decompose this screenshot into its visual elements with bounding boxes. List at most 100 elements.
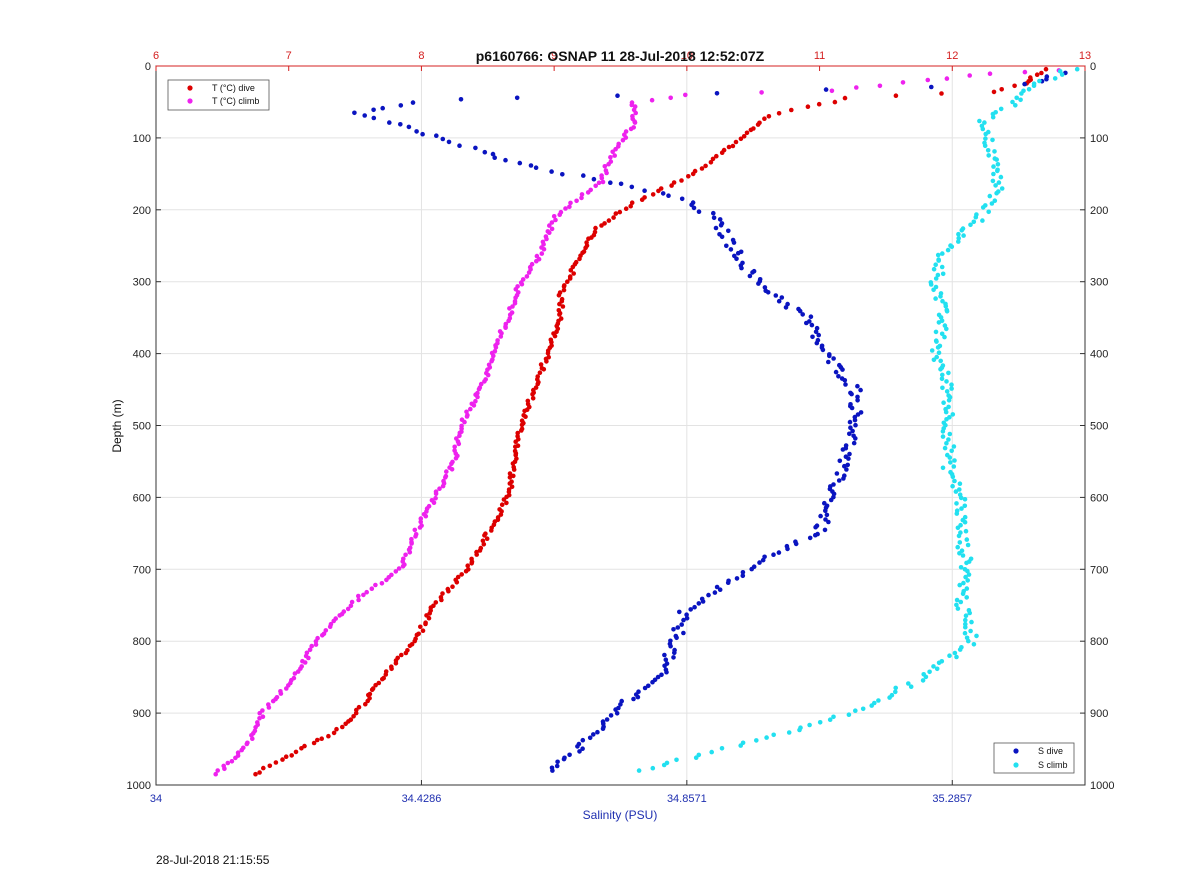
data-point-S_dive <box>807 535 813 541</box>
data-point-S_dive <box>852 417 858 423</box>
data-point-S_climb <box>952 478 957 484</box>
data-point-S_climb <box>980 218 985 223</box>
data-point-S_climb <box>958 599 964 605</box>
data-point-S_dive <box>813 329 819 335</box>
data-point-S_dive <box>434 133 439 138</box>
data-point-S_climb <box>906 681 911 686</box>
data-point-S_climb <box>944 417 949 422</box>
data-point-T_climb <box>369 586 375 591</box>
data-point-S_dive <box>779 295 785 300</box>
y-tick-label-right: 700 <box>1090 564 1108 576</box>
y-tick-label-left: 100 <box>133 133 151 145</box>
data-point-S_climb <box>719 746 725 751</box>
data-point-S_climb <box>661 762 667 768</box>
data-point-T_dive <box>629 200 635 205</box>
data-point-T_climb <box>229 759 235 764</box>
data-point-S_climb <box>992 149 997 154</box>
data-point-S_dive <box>793 541 799 547</box>
data-point-T_dive <box>671 180 677 185</box>
data-point-S_dive <box>847 419 853 425</box>
data-point-S_dive <box>533 165 539 170</box>
data-point-S_climb <box>933 276 939 281</box>
data-point-T_climb <box>278 691 284 696</box>
data-point-S_dive <box>420 131 425 137</box>
y-tick-label-right: 0 <box>1090 61 1096 73</box>
data-point-T_climb <box>457 433 462 439</box>
data-point-T_climb <box>266 705 272 710</box>
data-point-S_dive <box>776 298 782 304</box>
data-point-S_climb <box>990 137 995 143</box>
data-point-S_dive <box>844 467 849 472</box>
data-point-T_climb <box>222 766 227 772</box>
data-point-T_climb <box>345 606 351 612</box>
data-point-S_climb <box>983 136 988 141</box>
data-point-T_dive <box>557 301 562 307</box>
data-point-T_climb <box>489 358 494 364</box>
data-point-T_dive <box>816 101 822 107</box>
data-point-S_dive <box>660 191 666 196</box>
data-point-T_climb <box>449 461 454 467</box>
data-point-S_dive <box>662 652 667 658</box>
data-point-S_dive <box>631 696 636 702</box>
data-point-T_climb <box>418 519 424 525</box>
data-point-S_dive <box>735 250 741 256</box>
y-tick-label-right: 300 <box>1090 277 1108 289</box>
data-point-S_climb <box>942 445 948 451</box>
data-point-T_climb <box>437 486 442 492</box>
data-point-T_dive <box>511 467 517 472</box>
data-point-S_dive <box>771 552 776 557</box>
data-point-S_climb <box>963 613 969 618</box>
legend-label-s-climb: S climb <box>1038 760 1068 770</box>
data-point-S_climb <box>817 720 823 725</box>
series-S_climb <box>636 66 1080 773</box>
data-point-T_climb <box>683 92 688 98</box>
data-point-S_dive <box>816 332 821 338</box>
data-point-T_climb <box>557 212 562 217</box>
data-point-T_climb <box>493 345 499 350</box>
data-point-T_dive <box>623 206 629 211</box>
data-point-S_dive <box>823 508 828 514</box>
data-point-S_dive <box>822 527 828 533</box>
data-point-S_climb <box>949 448 954 454</box>
chart-title: p6160766: OSNAP 11 28-Jul-2018 12:52:07Z <box>476 48 765 64</box>
data-point-S_climb <box>955 606 961 611</box>
data-point-T_dive <box>556 293 562 298</box>
data-point-S_climb <box>964 595 969 600</box>
data-point-S_climb <box>1074 66 1080 72</box>
data-point-S_dive <box>851 440 857 446</box>
data-point-S_dive <box>675 625 681 630</box>
data-point-S_dive <box>398 103 404 108</box>
data-point-S_dive <box>826 359 831 365</box>
data-point-S_climb <box>650 765 656 771</box>
data-point-S_dive <box>850 428 855 434</box>
data-point-T_dive <box>489 528 494 533</box>
data-point-T_climb <box>456 441 462 447</box>
x-tick-label-temperature: 12 <box>946 50 958 62</box>
data-point-S_climb <box>931 664 936 669</box>
data-point-T_climb <box>987 71 993 76</box>
data-point-S_dive <box>828 497 834 503</box>
legend-label-s-dive: S dive <box>1038 746 1063 756</box>
data-point-T_dive <box>710 156 716 162</box>
data-point-S_dive <box>820 347 826 353</box>
data-point-T_dive <box>513 444 518 450</box>
data-point-T_climb <box>213 771 218 777</box>
data-point-S_climb <box>738 743 743 748</box>
data-point-T_climb <box>574 198 579 204</box>
data-point-T_climb <box>239 747 244 753</box>
generation-timestamp: 28-Jul-2018 21:15:55 <box>156 853 270 867</box>
data-point-T_dive <box>703 163 708 169</box>
data-point-T_dive <box>748 127 754 133</box>
data-point-S_dive <box>831 356 836 361</box>
data-point-S_dive <box>855 412 861 417</box>
data-point-T_climb <box>250 736 255 741</box>
data-point-T_dive <box>343 721 349 727</box>
data-point-S_dive <box>837 458 843 464</box>
data-point-S_dive <box>514 95 520 101</box>
y-tick-label-right: 200 <box>1090 205 1108 217</box>
data-point-T_dive <box>399 652 404 658</box>
data-point-T_dive <box>789 107 794 113</box>
data-point-T_climb <box>633 110 638 116</box>
data-point-S_dive <box>671 655 676 660</box>
data-point-T_dive <box>606 218 612 223</box>
